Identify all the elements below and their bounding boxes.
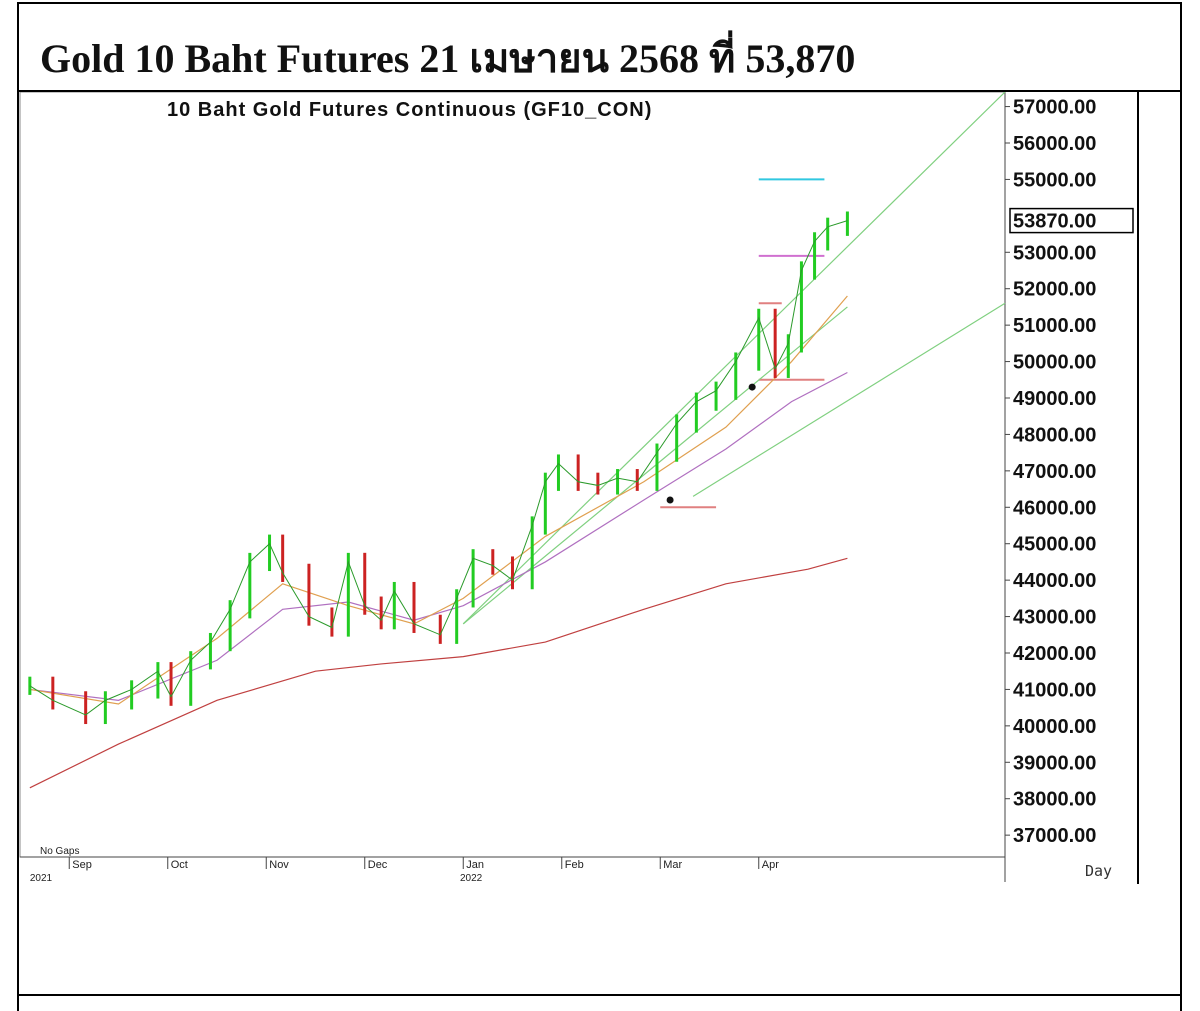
price-line (29, 220, 848, 716)
y-tick-label: 51000.00 (1013, 315, 1096, 337)
x-tick-label: Feb (565, 859, 584, 871)
y-tick-label: 50000.00 (1013, 352, 1096, 374)
year-label: 2022 (460, 873, 483, 884)
x-tick-label: Dec (368, 859, 388, 871)
trendline-shallow-trend (692, 302, 1006, 497)
last-price-label: 53870.00 (1013, 211, 1096, 233)
y-tick-label: 38000.00 (1013, 789, 1096, 811)
y-tick-label: 49000.00 (1013, 388, 1096, 410)
trendline-steep-trend (462, 92, 1006, 625)
last-price-box (1009, 207, 1134, 234)
price-chart: 10 Baht Gold Futures Continuous (GF10_CO… (19, 92, 1134, 884)
ma-line-MA-25 (29, 371, 848, 701)
y-tick-label: 40000.00 (1013, 716, 1096, 738)
bottom-rule (17, 994, 1182, 996)
ma-line-MA-10 (29, 295, 848, 705)
y-tick-label: 55000.00 (1013, 169, 1096, 191)
y-tick-label: 42000.00 (1013, 643, 1096, 665)
moving-averages-layer (29, 295, 848, 789)
y-tick-label: 56000.00 (1013, 133, 1096, 155)
y-tick-label: 52000.00 (1013, 279, 1096, 301)
marker-pivot-low-apr (748, 383, 756, 391)
chart-title: 10 Baht Gold Futures Continuous (GF10_CO… (167, 99, 652, 121)
plot-area (19, 92, 1006, 858)
price-series-layer (28, 211, 849, 725)
y-tick-label: 53000.00 (1013, 242, 1096, 264)
x-tick-label: Oct (171, 859, 188, 871)
report-frame (17, 2, 1182, 1011)
x-tick-label: Nov (269, 859, 289, 871)
top-rule (17, 2, 1182, 4)
x-tick-label: Sep (72, 859, 92, 871)
page-title: Gold 10 Baht Futures 21 เมษายน 2568 ที่ … (40, 36, 856, 81)
marker-pivot-low-mar (666, 496, 674, 504)
markers-layer (666, 383, 756, 504)
x-axis-ticks: Sep Oct Nov Dec Jan Feb Mar Apr 2021 2022 (30, 857, 779, 884)
period-label: Day (1085, 862, 1112, 880)
y-tick-label: 44000.00 (1013, 570, 1096, 592)
y-tick-label: 41000.00 (1013, 679, 1096, 701)
y-tick-label: 57000.00 (1013, 97, 1096, 119)
y-tick-label: 48000.00 (1013, 424, 1096, 446)
x-tick-label: Jan (466, 859, 484, 871)
no-gaps-label: No Gaps (40, 846, 79, 857)
right-divider (1137, 92, 1139, 884)
y-tick-label: 47000.00 (1013, 461, 1096, 483)
y-tick-label: 37000.00 (1013, 825, 1096, 847)
x-tick-label: Apr (762, 859, 779, 871)
y-tick-label: 46000.00 (1013, 497, 1096, 519)
year-label: 2021 (30, 873, 53, 884)
y-tick-label: 43000.00 (1013, 607, 1096, 629)
x-tick-label: Mar (663, 859, 682, 871)
y-axis-ticks: 57000.00 56000.00 55000.00 53000.00 52000.00… (1005, 97, 1096, 847)
title-rule (17, 90, 1182, 92)
y-tick-label: 45000.00 (1013, 534, 1096, 556)
y-tick-label: 39000.00 (1013, 752, 1096, 774)
ma-line-MA-200 (29, 557, 848, 789)
